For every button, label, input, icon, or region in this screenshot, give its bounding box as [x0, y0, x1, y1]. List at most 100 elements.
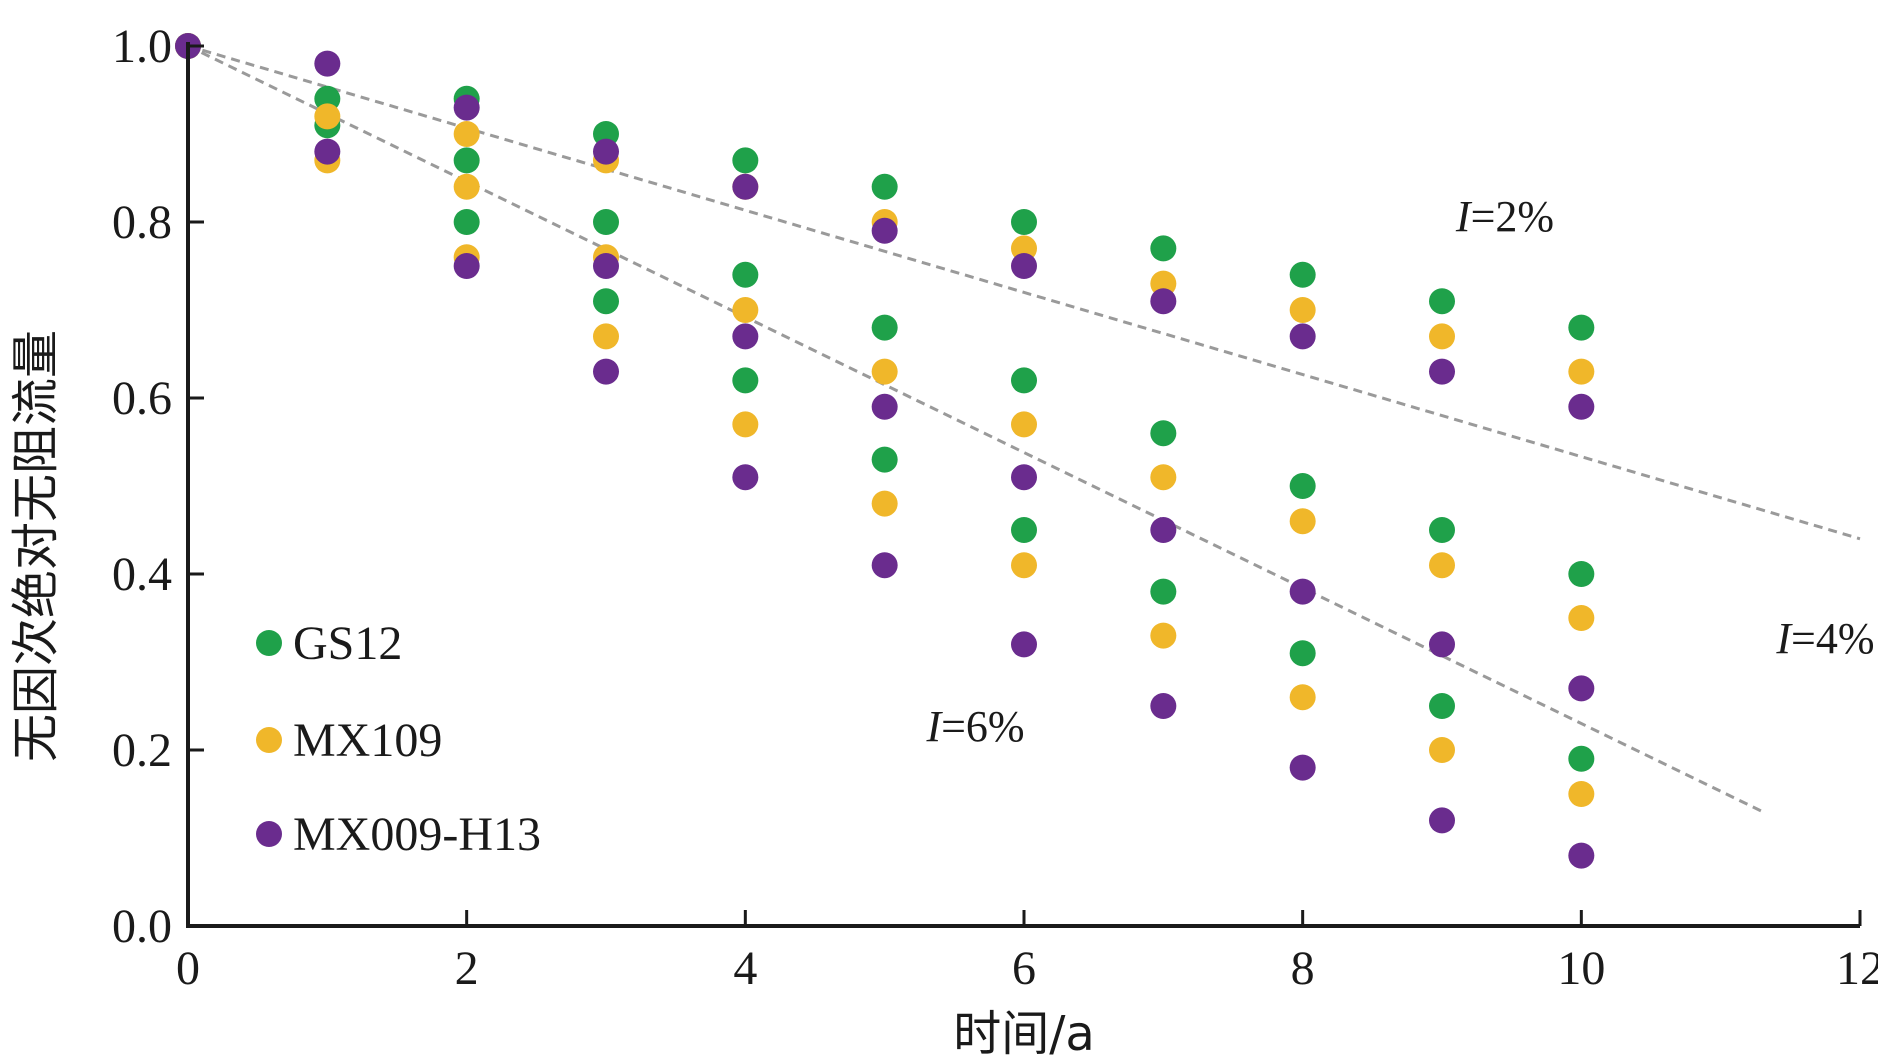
y-tick-label: 0.2: [112, 724, 172, 777]
tick-labels: 0 2 4 6 8 10 12 0.0 0.2 0.4 0.6 0.8 1.0: [112, 20, 1878, 995]
x-tick-label: 8: [1291, 942, 1315, 995]
point-mx009-h13: [1011, 631, 1037, 658]
point-mx109: [1568, 781, 1595, 807]
point-mx009-h13: [732, 173, 759, 200]
point-mx109: [1429, 323, 1455, 350]
slope-annotation: I=4%: [1775, 614, 1874, 663]
point-mx009-h13: [871, 217, 898, 244]
x-tick-label: 2: [455, 942, 479, 995]
legend: GS12 MX109 MX009-H13: [256, 617, 541, 861]
point-gs12: [453, 209, 480, 235]
point-mx009-h13: [1150, 517, 1177, 543]
x-axis-title: 时间/a: [953, 1006, 1095, 1062]
point-gs12: [1568, 745, 1595, 772]
point-mx109: [732, 297, 759, 323]
point-gs12: [732, 261, 759, 288]
point-gs12: [1429, 288, 1455, 315]
point-mx109: [453, 121, 480, 147]
point-mx009-h13: [871, 393, 898, 420]
point-gs12: [1289, 261, 1316, 288]
point-gs12: [1289, 473, 1316, 499]
point-mx109: [1429, 737, 1455, 763]
point-mx009-h13: [1568, 675, 1595, 702]
legend-marker-mx109: [256, 727, 282, 753]
y-tick-label: 0.4: [112, 548, 172, 601]
point-gs12: [593, 209, 619, 235]
trend-line: [187, 44, 1764, 813]
point-mx109: [871, 358, 898, 385]
point-mx109: [1289, 508, 1316, 535]
point-gs12: [1011, 367, 1037, 394]
point-mx109: [1150, 622, 1177, 649]
point-mx009-h13: [1568, 393, 1595, 420]
slope-annotation: I=2%: [1455, 192, 1554, 241]
point-mx109: [453, 173, 480, 200]
x-tick-label: 0: [176, 942, 200, 995]
point-gs12: [1150, 420, 1177, 447]
y-tick-label: 0.8: [112, 196, 172, 249]
point-mx109: [1429, 552, 1455, 579]
point-gs12: [1011, 517, 1037, 543]
point-mx009-h13: [1011, 464, 1037, 491]
point-gs12: [1011, 209, 1037, 235]
x-tick-label: 6: [1012, 942, 1036, 995]
point-gs12: [453, 147, 480, 174]
point-gs12: [732, 147, 759, 174]
point-gs12: [593, 288, 619, 315]
point-mx109: [1568, 605, 1595, 631]
point-mx009-h13: [1289, 578, 1316, 605]
point-mx009-h13: [732, 323, 759, 350]
point-mx009-h13: [1150, 288, 1177, 315]
point-gs12: [1568, 561, 1595, 587]
point-mx009-h13: [1429, 631, 1455, 658]
legend-label-gs12: GS12: [293, 617, 402, 670]
point-gs12: [1568, 314, 1595, 341]
point-gs12: [1429, 693, 1455, 719]
point-mx009-h13: [732, 464, 759, 491]
point-mx009-h13: [453, 253, 480, 279]
y-tick-label: 0.6: [112, 372, 172, 425]
point-mx009-h13: [1568, 842, 1595, 869]
y-tick-label: 0.0: [112, 900, 172, 953]
point-mx109: [1568, 358, 1595, 385]
point-mx009-h13: [593, 358, 619, 385]
y-axis-title: 无因次绝对无阻流量: [8, 330, 64, 762]
point-gs12: [1429, 517, 1455, 543]
data-points: [175, 33, 1595, 869]
point-mx009-h13: [314, 50, 341, 77]
legend-label-mx109: MX109: [293, 714, 442, 767]
point-mx009-h13: [1150, 693, 1177, 719]
point-mx109: [1150, 464, 1177, 491]
point-mx009-h13: [1429, 807, 1455, 834]
point-mx109: [1289, 684, 1316, 711]
point-gs12: [1150, 235, 1177, 262]
point-mx109: [1011, 411, 1037, 438]
point-gs12: [871, 446, 898, 473]
point-gs12: [871, 314, 898, 341]
point-mx109: [732, 411, 759, 438]
point-gs12: [871, 173, 898, 200]
legend-marker-gs12: [256, 630, 282, 656]
point-mx109: [1011, 552, 1037, 579]
point-mx109: [1289, 297, 1316, 323]
point-mx009-h13: [593, 253, 619, 279]
legend-label-mx009-h13: MX009-H13: [293, 808, 541, 861]
point-mx109: [314, 103, 341, 130]
point-mx009-h13: [453, 94, 480, 121]
point-gs12: [1289, 640, 1316, 667]
point-mx009-h13: [1289, 754, 1316, 781]
point-gs12: [732, 367, 759, 394]
x-tick-label: 4: [733, 942, 757, 995]
x-tick-label: 12: [1836, 942, 1878, 995]
y-tick-label: 1.0: [112, 20, 172, 73]
point-mx009-h13: [314, 138, 341, 165]
legend-marker-mx009-h13: [256, 821, 282, 847]
point-mx009-h13: [1289, 323, 1316, 350]
point-mx009-h13: [593, 138, 619, 165]
slope-annotation: I=6%: [925, 702, 1024, 751]
x-tick-label: 10: [1557, 942, 1605, 995]
point-mx009-h13: [1011, 253, 1037, 279]
axes: [186, 42, 1862, 928]
point-gs12: [1150, 578, 1177, 605]
